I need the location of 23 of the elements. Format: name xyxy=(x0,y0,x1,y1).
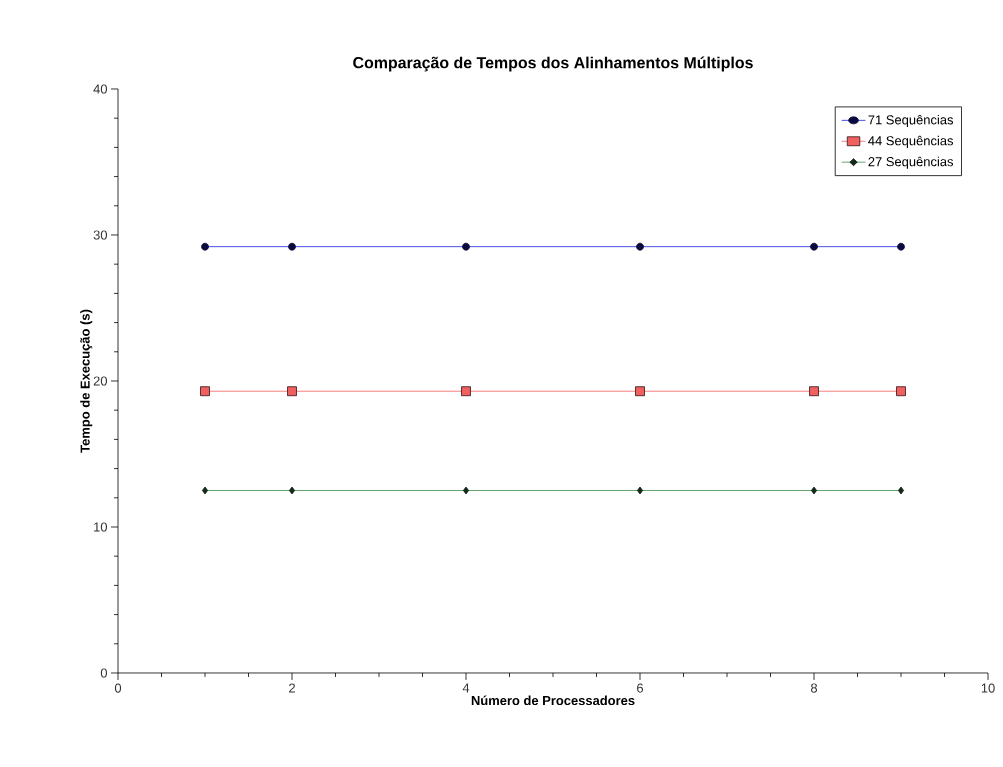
point xyxy=(809,386,819,397)
x-tick-label: 10 xyxy=(981,683,995,693)
x-axis-title: Número de Processadores xyxy=(471,695,635,706)
y-tick-label: 10 xyxy=(94,522,108,532)
point xyxy=(287,386,297,397)
point xyxy=(461,386,471,397)
x-tick-label: 6 xyxy=(637,683,644,693)
point xyxy=(200,386,210,397)
y-tick-label: 30 xyxy=(93,230,108,240)
chart-title: Comparação de Tempos dos Alinhamentos Múltiplos xyxy=(353,56,753,72)
x-tick-label: 8 xyxy=(810,683,818,693)
legend-label: 27 Sequências xyxy=(868,156,954,169)
y-axis-title: Tempo de Execução (s) xyxy=(80,309,93,453)
x-tick-label: 0 xyxy=(114,683,122,693)
legend-label: 71 Sequências xyxy=(868,114,954,128)
x-tick-label: 2 xyxy=(289,683,295,693)
y-tick-label: 0 xyxy=(100,668,108,678)
y-tick-label: 40 xyxy=(93,84,108,94)
y-tick-label: 20 xyxy=(93,376,108,386)
legend-label: 44 Sequências xyxy=(868,135,954,148)
point xyxy=(635,386,645,397)
point xyxy=(896,386,906,397)
x-tick-label: 4 xyxy=(462,683,470,693)
